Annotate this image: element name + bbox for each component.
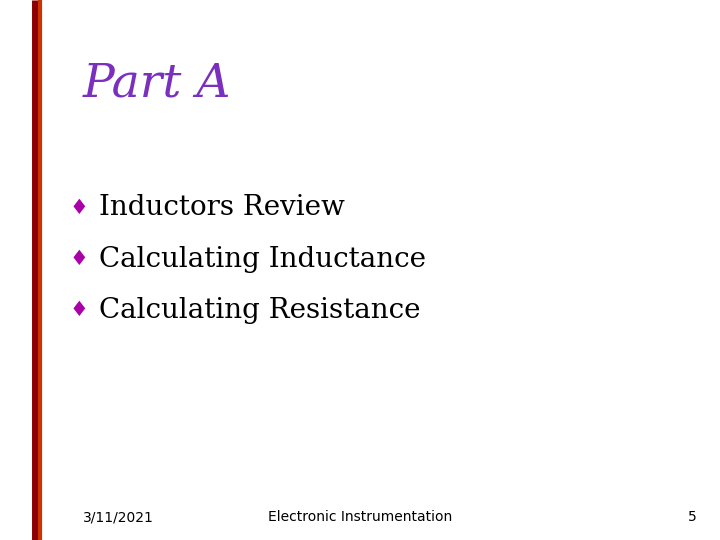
- Text: ♦: ♦: [70, 198, 89, 218]
- Text: Inductors Review: Inductors Review: [99, 194, 344, 221]
- Text: ♦: ♦: [70, 300, 89, 321]
- Text: 5: 5: [688, 510, 696, 524]
- Text: Calculating Inductance: Calculating Inductance: [99, 246, 426, 273]
- Text: Electronic Instrumentation: Electronic Instrumentation: [268, 510, 452, 524]
- Text: ♦: ♦: [70, 249, 89, 269]
- Text: Part A: Part A: [83, 61, 231, 106]
- Text: 3/11/2021: 3/11/2021: [83, 510, 153, 524]
- Text: Calculating Resistance: Calculating Resistance: [99, 297, 420, 324]
